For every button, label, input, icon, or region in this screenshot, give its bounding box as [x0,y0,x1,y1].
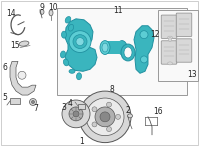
Circle shape [79,91,131,143]
Polygon shape [10,61,36,95]
Text: 5: 5 [3,93,7,102]
Bar [105,41,122,55]
Text: 13: 13 [187,70,197,79]
Text: 15: 15 [10,41,20,50]
Ellipse shape [76,73,82,80]
Circle shape [73,111,79,117]
Text: 10: 10 [48,3,58,12]
Ellipse shape [60,51,66,58]
Ellipse shape [40,9,44,14]
Bar [78,104,85,109]
Ellipse shape [63,59,69,66]
Circle shape [18,71,26,79]
Ellipse shape [168,36,172,39]
Circle shape [107,102,112,107]
Ellipse shape [124,47,132,58]
Text: 4: 4 [68,100,72,108]
Ellipse shape [128,114,132,118]
Text: 11: 11 [113,6,123,15]
Circle shape [69,107,83,121]
Ellipse shape [49,10,53,16]
FancyBboxPatch shape [161,41,177,64]
Circle shape [116,114,120,119]
Ellipse shape [121,44,135,61]
Circle shape [95,107,115,127]
Text: 8: 8 [110,85,114,94]
FancyBboxPatch shape [161,15,177,38]
Circle shape [30,98,36,105]
Circle shape [92,122,97,127]
Circle shape [69,31,91,52]
Circle shape [32,101,35,103]
Ellipse shape [117,41,127,55]
FancyBboxPatch shape [176,13,192,36]
Polygon shape [134,26,154,73]
Circle shape [73,35,87,49]
Text: 3: 3 [62,103,66,112]
Ellipse shape [100,41,110,55]
FancyBboxPatch shape [176,39,192,62]
Ellipse shape [62,31,66,38]
Circle shape [92,107,97,112]
Ellipse shape [69,69,75,73]
Ellipse shape [168,62,172,65]
Ellipse shape [102,43,108,52]
Text: 2: 2 [126,106,130,115]
Ellipse shape [140,56,148,63]
Text: 14: 14 [6,9,16,18]
Circle shape [62,100,90,128]
Polygon shape [65,19,97,71]
Bar [10,98,20,104]
Circle shape [76,38,84,46]
Circle shape [107,127,112,132]
Text: 16: 16 [153,107,163,116]
Bar [57,8,187,95]
Ellipse shape [19,41,29,46]
Ellipse shape [140,31,148,39]
Ellipse shape [168,38,172,42]
Bar [158,10,198,81]
Text: 12: 12 [150,30,160,39]
Ellipse shape [65,17,71,23]
Ellipse shape [68,24,74,31]
Circle shape [100,112,110,122]
Text: 7: 7 [34,104,38,113]
Text: 9: 9 [40,3,44,12]
Circle shape [86,98,124,136]
Text: 6: 6 [3,63,7,72]
Text: 1: 1 [80,137,84,146]
